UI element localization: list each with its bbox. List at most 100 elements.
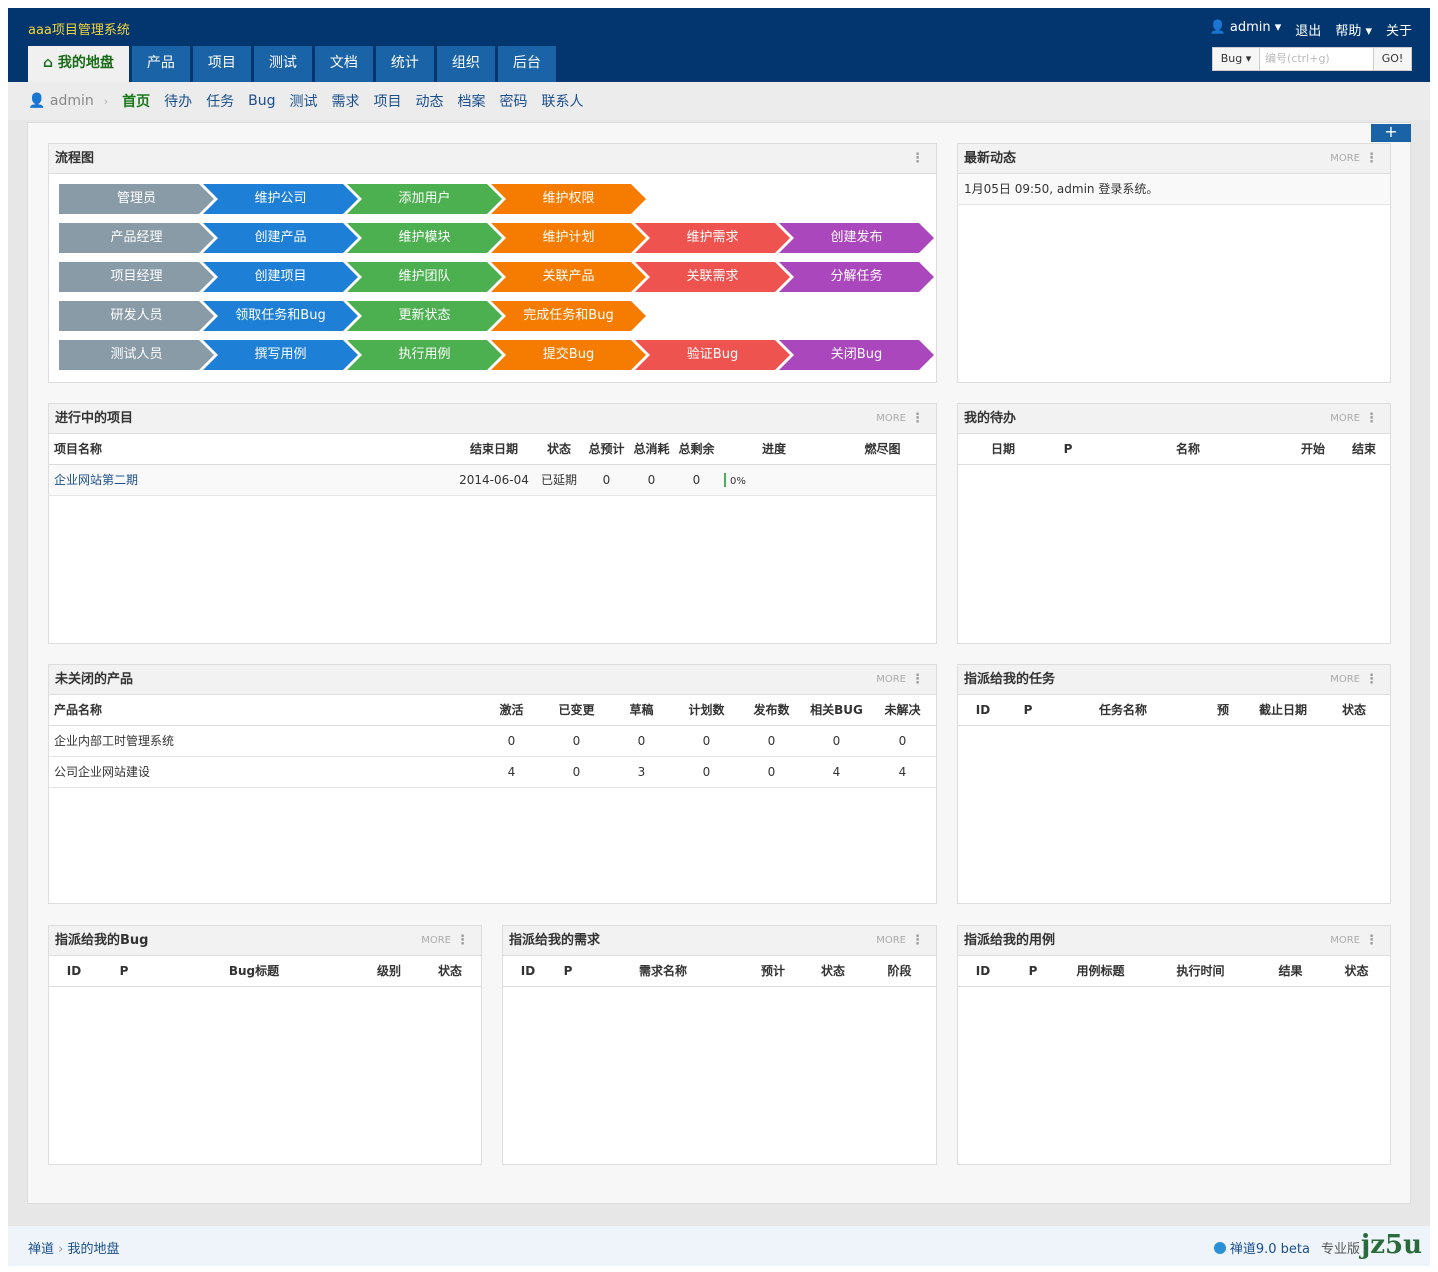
edition-label[interactable]: 专业版 (1320, 1242, 1360, 1257)
col-title[interactable]: 需求名称 (583, 956, 743, 987)
col-pri[interactable]: P (99, 956, 149, 987)
col-pri[interactable]: P (1008, 956, 1058, 987)
more-link[interactable]: MORE (876, 935, 906, 946)
col-end[interactable]: 结束 (1338, 434, 1390, 465)
col-name[interactable]: 产品名称 (49, 695, 479, 726)
col-id[interactable]: ID (503, 956, 553, 987)
more-link[interactable]: MORE (1330, 935, 1360, 946)
col-severity[interactable]: 级别 (359, 956, 419, 987)
panel-menu-icon[interactable]: ⋮ (1365, 933, 1378, 948)
tab-my[interactable]: ⌂ 我的地盘 (28, 46, 129, 82)
subnav-story[interactable]: 需求 (331, 94, 360, 110)
flow-step-link[interactable]: 更新状态 (347, 301, 502, 331)
col-estimate[interactable]: 预计 (743, 956, 803, 987)
col-name[interactable]: 名称 (1088, 434, 1288, 465)
subnav-dynamic[interactable]: 动态 (415, 94, 444, 110)
flow-step-link[interactable]: 执行用例 (347, 340, 502, 370)
col-result[interactable]: 结果 (1258, 956, 1323, 987)
col-status[interactable]: 状态 (1318, 695, 1390, 726)
dynamic-entry[interactable]: 1月05日 09:50, admin 登录系统。 (958, 174, 1390, 205)
col-pri[interactable]: P (1048, 434, 1088, 465)
product-link[interactable]: 公司企业网站建设 (49, 756, 479, 788)
tab-company[interactable]: 组织 (436, 46, 495, 82)
col-plans[interactable]: 计划数 (674, 695, 739, 726)
panel-menu-icon[interactable]: ⋮ (911, 672, 924, 687)
col-estimate[interactable]: 总预计 (584, 434, 629, 465)
col-name[interactable]: 任务名称 (1048, 695, 1198, 726)
col-pri[interactable]: P (553, 956, 583, 987)
col-id[interactable]: ID (49, 956, 99, 987)
tab-doc[interactable]: 文档 (314, 46, 373, 82)
col-id[interactable]: ID (958, 695, 1008, 726)
flow-step-link[interactable]: 创建产品 (203, 223, 358, 253)
panel-menu-icon[interactable]: ⋮ (1365, 411, 1378, 426)
panel-menu-icon[interactable]: ⋮ (456, 933, 469, 948)
flow-step-link[interactable]: 完成任务和Bug (491, 301, 646, 331)
flow-step-link[interactable]: 关闭Bug (779, 340, 934, 370)
subnav-task[interactable]: 任务 (206, 94, 235, 110)
flow-step-link[interactable]: 维护权限 (491, 184, 646, 214)
subnav-profile[interactable]: 档案 (457, 94, 486, 110)
flow-step-link[interactable]: 验证Bug (635, 340, 790, 370)
col-deadline[interactable]: 截止日期 (1248, 695, 1318, 726)
more-link[interactable]: MORE (1330, 413, 1360, 424)
flow-step-link[interactable]: 添加用户 (347, 184, 502, 214)
user-menu[interactable]: 👤 admin ▾ (1209, 20, 1282, 35)
col-status[interactable]: 状态 (419, 956, 481, 987)
subnav-project[interactable]: 项目 (373, 94, 402, 110)
flow-step-link[interactable]: 创建发布 (779, 223, 934, 253)
col-status[interactable]: 状态 (803, 956, 863, 987)
panel-menu-icon[interactable]: ⋮ (1365, 672, 1378, 687)
tab-admin[interactable]: 后台 (497, 46, 556, 82)
col-end[interactable]: 结束日期 (454, 434, 534, 465)
col-left[interactable]: 总剩余 (674, 434, 719, 465)
subnav-bug[interactable]: Bug (248, 93, 276, 109)
flow-step-link[interactable]: 关联产品 (491, 262, 646, 292)
tab-report[interactable]: 统计 (375, 46, 434, 82)
search-input[interactable]: 编号(ctrl+g) (1265, 52, 1330, 65)
col-pri[interactable]: P (1008, 695, 1048, 726)
flow-step-link[interactable]: 领取任务和Bug (203, 301, 358, 331)
flow-step-link[interactable]: 维护计划 (491, 223, 646, 253)
subnav-todo[interactable]: 待办 (164, 94, 193, 110)
col-draft[interactable]: 草稿 (609, 695, 674, 726)
more-link[interactable]: MORE (421, 935, 451, 946)
col-date[interactable]: 日期 (958, 434, 1048, 465)
search-type-select[interactable]: Bug ▾ (1213, 48, 1260, 70)
col-name[interactable]: 项目名称 (49, 434, 454, 465)
col-title[interactable]: Bug标题 (149, 956, 359, 987)
logout-link[interactable]: 退出 (1295, 24, 1322, 39)
col-bugs[interactable]: 相关BUG (804, 695, 869, 726)
panel-menu-icon[interactable]: ⋮ (911, 151, 924, 166)
add-block-button[interactable]: + (1371, 124, 1411, 142)
tab-qa[interactable]: 测试 (253, 46, 312, 82)
flow-step-link[interactable]: 维护需求 (635, 223, 790, 253)
more-link[interactable]: MORE (1330, 153, 1360, 164)
flow-step-link[interactable]: 关联需求 (635, 262, 790, 292)
tab-product[interactable]: 产品 (131, 46, 190, 82)
version-link[interactable]: 禅道9.0 beta (1213, 1238, 1310, 1257)
panel-menu-icon[interactable]: ⋮ (1365, 151, 1378, 166)
about-link[interactable]: 关于 (1385, 24, 1412, 39)
footer-crumb-home[interactable]: 禅道 (28, 1242, 55, 1257)
col-status[interactable]: 状态 (1323, 956, 1390, 987)
breadcrumb-user[interactable]: 👤 admin (28, 93, 94, 109)
footer-crumb-current[interactable]: 我的地盘 (67, 1242, 120, 1257)
flow-step-link[interactable]: 维护模块 (347, 223, 502, 253)
col-id[interactable]: ID (958, 956, 1008, 987)
col-run-time[interactable]: 执行时间 (1143, 956, 1258, 987)
col-releases[interactable]: 发布数 (739, 695, 804, 726)
flow-step-link[interactable]: 撰写用例 (203, 340, 358, 370)
panel-menu-icon[interactable]: ⋮ (911, 933, 924, 948)
col-title[interactable]: 用例标题 (1058, 956, 1143, 987)
panel-menu-icon[interactable]: ⋮ (911, 411, 924, 426)
col-consumed[interactable]: 总消耗 (629, 434, 674, 465)
flow-step-link[interactable]: 分解任务 (779, 262, 934, 292)
more-link[interactable]: MORE (1330, 674, 1360, 685)
col-active[interactable]: 激活 (479, 695, 544, 726)
subnav-index[interactable]: 首页 (122, 94, 151, 110)
subnav-test[interactable]: 测试 (289, 94, 318, 110)
col-estimate[interactable]: 预 (1198, 695, 1248, 726)
col-unresolved[interactable]: 未解决 (869, 695, 936, 726)
tab-project[interactable]: 项目 (192, 46, 251, 82)
